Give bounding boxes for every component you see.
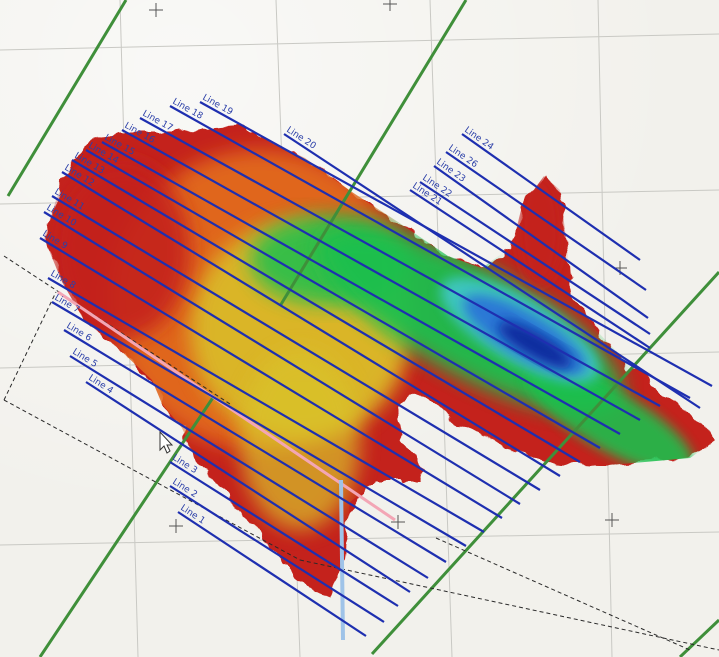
cross-marker-icon (391, 515, 405, 529)
heat-zone (498, 321, 572, 369)
survey-line[interactable] (461, 133, 641, 261)
grid-line (0, 33, 719, 51)
cursor-arrow-icon (159, 430, 174, 454)
survey-line[interactable] (199, 101, 713, 387)
survey-line[interactable] (169, 105, 691, 399)
cross-marker-icon (605, 513, 619, 527)
green-frame-lines (6, 0, 719, 657)
survey-line[interactable] (121, 129, 641, 421)
frame-line (38, 395, 216, 657)
frame-line (278, 0, 468, 307)
survey-line[interactable] (63, 329, 447, 563)
heat-zone (526, 365, 694, 475)
dashed-line (3, 255, 231, 405)
dashed-line (3, 399, 301, 561)
survey-line[interactable] (43, 211, 521, 505)
survey-line[interactable] (169, 461, 399, 607)
survey-line[interactable] (101, 141, 621, 435)
cross-marker-icon (383, 0, 397, 11)
survey-line[interactable] (433, 165, 649, 319)
light-blue-marker-line (339, 479, 345, 641)
grid-line (0, 531, 719, 546)
heat-zone (240, 350, 360, 530)
survey-lines-group (39, 101, 713, 637)
survey-line[interactable] (169, 485, 385, 623)
grid-line (597, 0, 613, 657)
survey-line[interactable] (61, 171, 561, 477)
survey-line[interactable] (69, 355, 429, 579)
frame-line (370, 270, 719, 656)
survey-line[interactable] (85, 149, 601, 449)
frame-line (678, 618, 719, 657)
survey-line[interactable] (51, 195, 541, 491)
cross-marker-icon (149, 3, 163, 17)
heat-zone (518, 175, 562, 285)
survey-line[interactable] (39, 237, 503, 519)
frame-line (6, 0, 128, 197)
cross-marker-icon (169, 519, 183, 533)
survey-line[interactable] (419, 181, 651, 335)
survey-line[interactable] (47, 277, 485, 533)
survey-line[interactable] (409, 189, 651, 349)
survey-line[interactable] (283, 133, 701, 409)
survey-line[interactable] (71, 159, 581, 463)
dashed-line (3, 291, 57, 401)
dashed-line (435, 537, 691, 651)
heat-zone (50, 160, 190, 340)
survey-line[interactable] (85, 381, 411, 593)
survey-line[interactable] (445, 151, 647, 291)
survey-line[interactable] (139, 117, 661, 407)
survey-line[interactable] (51, 301, 467, 547)
cross-markers (149, 0, 627, 533)
survey-line[interactable] (177, 511, 367, 637)
dashed-boundary (3, 255, 719, 651)
dashed-line (299, 559, 719, 651)
